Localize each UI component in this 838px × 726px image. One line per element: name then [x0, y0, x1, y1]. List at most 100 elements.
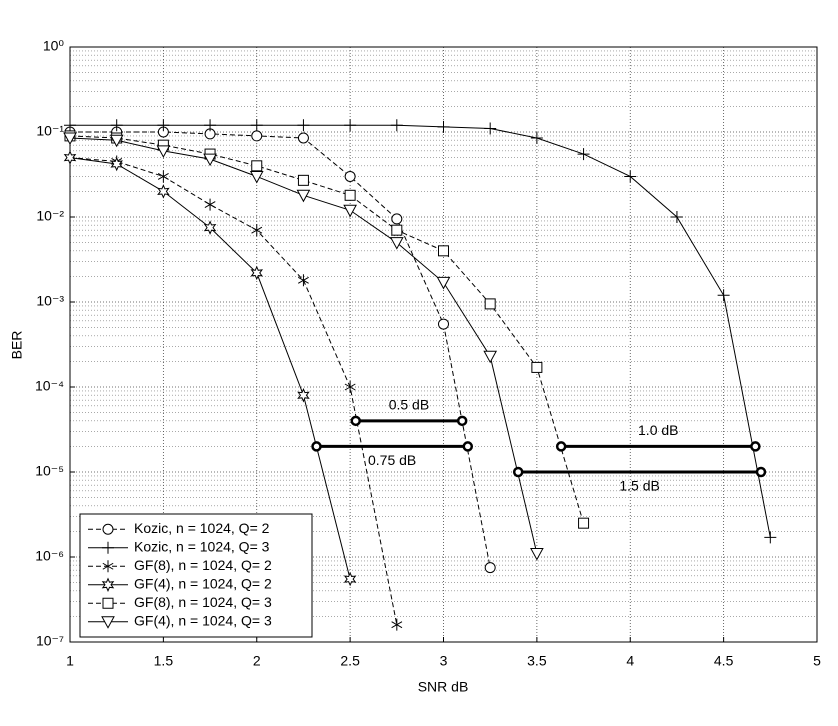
marker [203, 220, 217, 235]
y-axis-label: BER [9, 331, 25, 360]
legend-label: Kozic, n = 1024, Q= 3 [134, 538, 270, 554]
marker [63, 150, 77, 165]
x-tick-label: 3.5 [527, 653, 547, 669]
marker [764, 531, 777, 544]
marker [63, 132, 77, 146]
y-tick-label: 10⁻¹ [36, 123, 64, 139]
marker [436, 276, 451, 290]
legend-box [79, 513, 313, 638]
x-tick-label: 1.5 [154, 653, 174, 669]
marker [251, 130, 263, 142]
annotation-end [350, 415, 361, 427]
y-tick-label: 10⁻² [36, 208, 64, 224]
marker [389, 237, 404, 250]
legend-label: GF(4), n = 1024, Q= 2 [134, 575, 272, 591]
annotation-end [755, 466, 767, 478]
marker [717, 289, 730, 302]
x-tick-label: 4.5 [714, 653, 734, 669]
marker [297, 132, 309, 144]
y-tick-label: 10⁻⁷ [36, 633, 64, 649]
marker [251, 224, 263, 237]
x-tick-label: 3 [440, 653, 448, 669]
marker [484, 122, 497, 135]
series [63, 132, 544, 561]
legend-marker [102, 541, 114, 554]
y-tick-label: 10⁻⁶ [35, 548, 64, 564]
annotation-label: 1.0 dB [638, 422, 678, 438]
marker [296, 189, 311, 203]
plot-frame [69, 46, 818, 643]
marker [156, 145, 171, 158]
marker [204, 119, 217, 132]
marker [251, 160, 263, 172]
series-line [69, 157, 398, 625]
marker [438, 245, 449, 257]
marker [250, 265, 264, 281]
legend-marker [101, 577, 115, 592]
legend-marker [102, 560, 114, 573]
legend-label: GF(8), n = 1024, Q= 3 [134, 594, 272, 610]
marker [109, 134, 124, 148]
y-tick-label: 10⁻³ [36, 293, 64, 309]
series [63, 150, 357, 587]
marker [110, 119, 123, 132]
x-axis-label: SNR dB [418, 679, 469, 695]
legend-marker [101, 616, 115, 629]
marker [343, 571, 357, 587]
legend-marker [102, 597, 114, 609]
annotation-label: 0.5 dB [389, 397, 429, 413]
annotation-end [311, 441, 322, 452]
marker [297, 119, 310, 132]
marker [437, 120, 450, 133]
marker [344, 170, 356, 182]
marker [531, 361, 543, 373]
marker [157, 184, 170, 199]
marker [484, 562, 496, 574]
annotation-end [555, 441, 567, 452]
marker [297, 274, 309, 287]
legend-label: Kozic, n = 1024, Q= 2 [134, 520, 270, 536]
marker [484, 298, 496, 310]
marker [203, 153, 217, 167]
x-tick-label: 2.5 [340, 653, 360, 669]
annotation-end [750, 441, 761, 452]
marker [391, 618, 403, 631]
marker [297, 387, 310, 403]
x-tick-label: 1 [66, 653, 74, 669]
series [64, 126, 496, 574]
marker [64, 119, 76, 132]
marker [110, 156, 123, 172]
legend-label: GF(4), n = 1024, Q= 3 [134, 612, 272, 628]
marker [344, 189, 356, 201]
marker [390, 119, 403, 132]
y-tick-label: 10⁻⁴ [35, 378, 64, 394]
marker [157, 170, 169, 183]
series-line [69, 135, 585, 524]
marker [670, 211, 683, 223]
x-tick-label: 5 [813, 653, 821, 669]
y-tick-label: 10⁻⁵ [35, 463, 64, 479]
marker [391, 224, 403, 236]
series-line [70, 124, 771, 538]
marker [483, 350, 498, 364]
annotation-end [462, 441, 474, 452]
marker [157, 119, 170, 132]
annotation-end [456, 415, 468, 427]
series-line [70, 131, 491, 568]
x-tick-label: 4 [626, 653, 634, 669]
marker [624, 170, 637, 183]
marker [438, 318, 449, 330]
marker [297, 174, 309, 186]
annotation-label: 1.5 dB [619, 478, 659, 494]
marker [577, 148, 590, 161]
x-tick-label: 2 [253, 653, 261, 669]
legend-marker [102, 523, 114, 535]
marker [530, 131, 543, 144]
marker [344, 381, 356, 393]
marker [204, 198, 216, 211]
series [64, 119, 777, 544]
annotation-end [512, 466, 524, 478]
y-tick-label: 10⁰ [43, 38, 65, 54]
marker [578, 517, 590, 529]
